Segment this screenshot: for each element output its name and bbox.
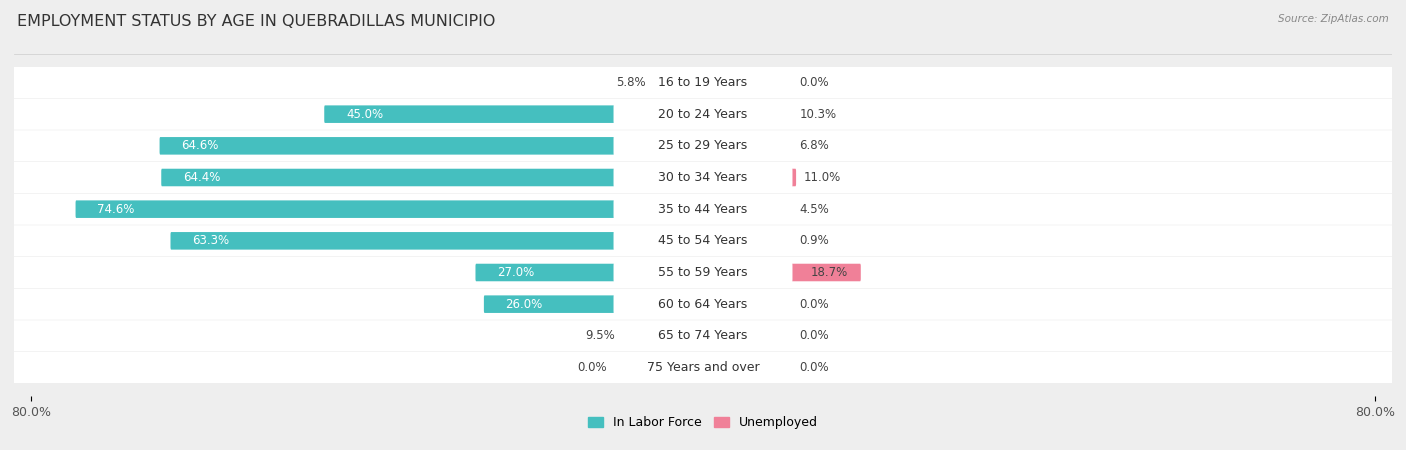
Text: 0.0%: 0.0% bbox=[800, 297, 830, 310]
Text: 10.3%: 10.3% bbox=[800, 108, 837, 121]
FancyBboxPatch shape bbox=[76, 200, 616, 218]
FancyBboxPatch shape bbox=[613, 230, 793, 252]
Text: 0.0%: 0.0% bbox=[800, 76, 830, 89]
FancyBboxPatch shape bbox=[703, 138, 761, 153]
Text: 20 to 24 Years: 20 to 24 Years bbox=[658, 108, 748, 121]
FancyBboxPatch shape bbox=[13, 130, 1393, 162]
FancyBboxPatch shape bbox=[475, 264, 616, 281]
FancyBboxPatch shape bbox=[613, 135, 793, 157]
FancyBboxPatch shape bbox=[613, 198, 793, 220]
Text: 18.7%: 18.7% bbox=[810, 266, 848, 279]
FancyBboxPatch shape bbox=[13, 67, 1393, 98]
Text: 0.9%: 0.9% bbox=[800, 234, 830, 248]
FancyBboxPatch shape bbox=[613, 324, 793, 347]
FancyBboxPatch shape bbox=[654, 75, 703, 90]
Text: 25 to 29 Years: 25 to 29 Years bbox=[658, 140, 748, 153]
Text: 6.8%: 6.8% bbox=[800, 140, 830, 153]
Text: 9.5%: 9.5% bbox=[585, 329, 614, 342]
FancyBboxPatch shape bbox=[703, 106, 790, 122]
FancyBboxPatch shape bbox=[703, 233, 711, 249]
Text: 45 to 54 Years: 45 to 54 Years bbox=[658, 234, 748, 248]
Text: 27.0%: 27.0% bbox=[498, 266, 534, 279]
Text: 30 to 34 Years: 30 to 34 Years bbox=[658, 171, 748, 184]
FancyBboxPatch shape bbox=[613, 71, 793, 94]
FancyBboxPatch shape bbox=[613, 166, 793, 189]
Text: 16 to 19 Years: 16 to 19 Years bbox=[658, 76, 748, 89]
FancyBboxPatch shape bbox=[613, 293, 793, 315]
FancyBboxPatch shape bbox=[623, 328, 703, 344]
Legend: In Labor Force, Unemployed: In Labor Force, Unemployed bbox=[583, 411, 823, 434]
FancyBboxPatch shape bbox=[13, 257, 1393, 288]
Text: 65 to 74 Years: 65 to 74 Years bbox=[658, 329, 748, 342]
Text: 63.3%: 63.3% bbox=[193, 234, 229, 248]
Text: 60 to 64 Years: 60 to 64 Years bbox=[658, 297, 748, 310]
Text: 5.8%: 5.8% bbox=[616, 76, 645, 89]
Text: 0.0%: 0.0% bbox=[800, 329, 830, 342]
FancyBboxPatch shape bbox=[13, 288, 1393, 319]
FancyBboxPatch shape bbox=[170, 232, 616, 250]
Text: 74.6%: 74.6% bbox=[97, 202, 135, 216]
FancyBboxPatch shape bbox=[325, 105, 616, 123]
Text: Source: ZipAtlas.com: Source: ZipAtlas.com bbox=[1278, 14, 1389, 23]
FancyBboxPatch shape bbox=[162, 169, 616, 186]
FancyBboxPatch shape bbox=[790, 169, 796, 186]
Text: 0.0%: 0.0% bbox=[800, 361, 830, 374]
FancyBboxPatch shape bbox=[13, 352, 1393, 383]
FancyBboxPatch shape bbox=[13, 225, 1393, 256]
FancyBboxPatch shape bbox=[13, 99, 1393, 130]
FancyBboxPatch shape bbox=[613, 103, 793, 126]
FancyBboxPatch shape bbox=[13, 162, 1393, 193]
Text: 0.0%: 0.0% bbox=[576, 361, 606, 374]
FancyBboxPatch shape bbox=[613, 261, 793, 284]
Text: 4.5%: 4.5% bbox=[800, 202, 830, 216]
FancyBboxPatch shape bbox=[13, 320, 1393, 351]
Text: 64.6%: 64.6% bbox=[181, 140, 218, 153]
Text: 35 to 44 Years: 35 to 44 Years bbox=[658, 202, 748, 216]
Text: 64.4%: 64.4% bbox=[183, 171, 221, 184]
Text: 26.0%: 26.0% bbox=[506, 297, 543, 310]
FancyBboxPatch shape bbox=[790, 264, 860, 281]
Text: 75 Years and over: 75 Years and over bbox=[647, 361, 759, 374]
FancyBboxPatch shape bbox=[159, 137, 616, 155]
FancyBboxPatch shape bbox=[13, 194, 1393, 225]
Text: EMPLOYMENT STATUS BY AGE IN QUEBRADILLAS MUNICIPIO: EMPLOYMENT STATUS BY AGE IN QUEBRADILLAS… bbox=[17, 14, 495, 28]
Text: 55 to 59 Years: 55 to 59 Years bbox=[658, 266, 748, 279]
FancyBboxPatch shape bbox=[484, 295, 616, 313]
FancyBboxPatch shape bbox=[703, 201, 741, 217]
Text: 11.0%: 11.0% bbox=[804, 171, 841, 184]
FancyBboxPatch shape bbox=[613, 356, 793, 379]
Text: 45.0%: 45.0% bbox=[346, 108, 382, 121]
